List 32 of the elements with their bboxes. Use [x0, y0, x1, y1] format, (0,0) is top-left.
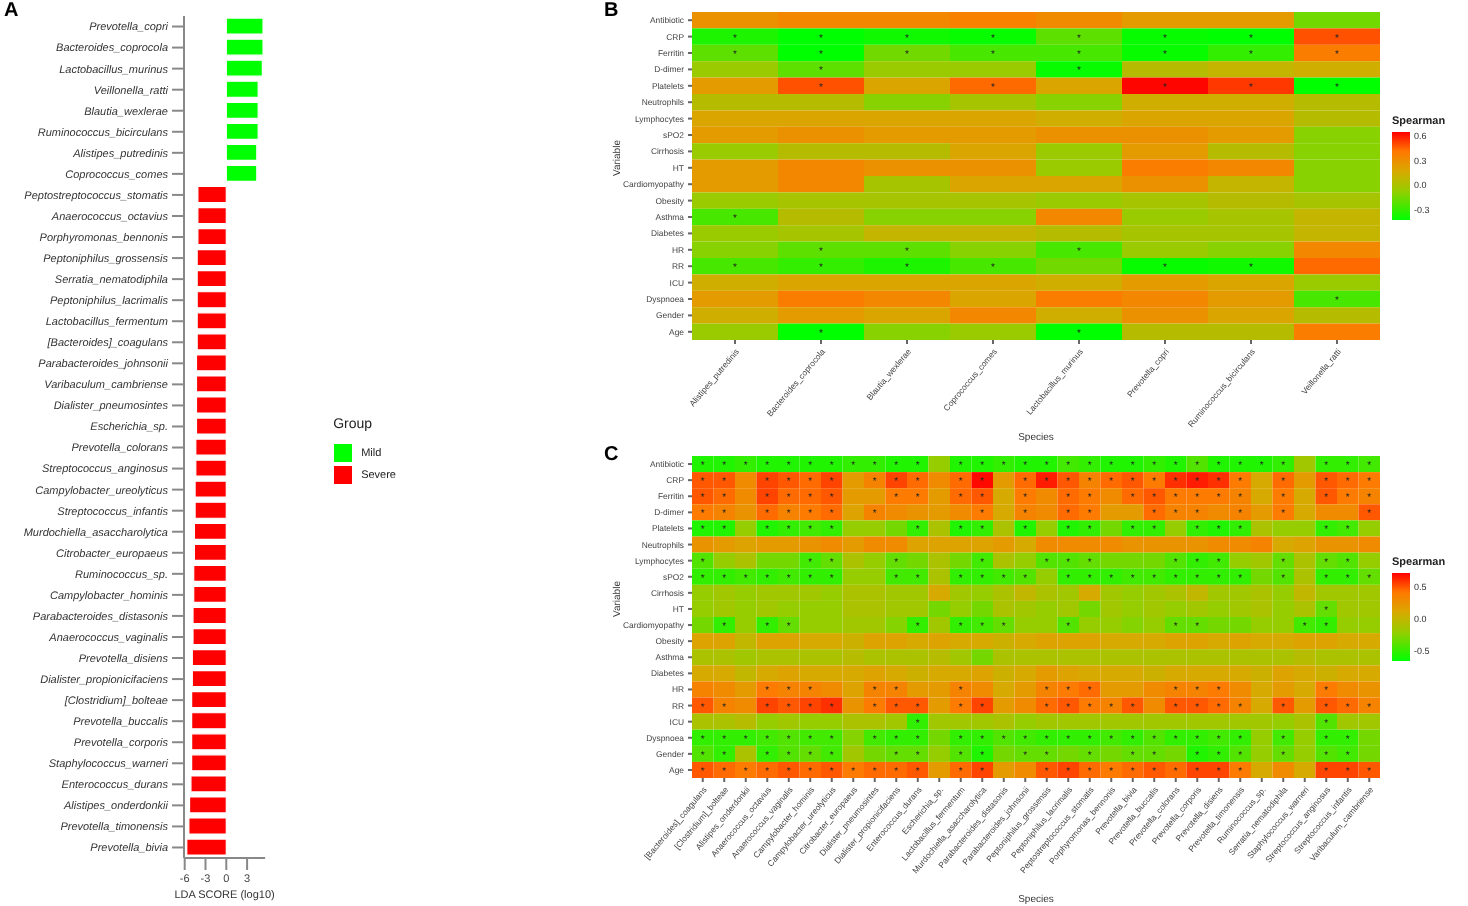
bar	[194, 501, 227, 519]
bar	[196, 291, 227, 309]
bar	[225, 80, 259, 98]
bar	[191, 670, 227, 688]
bar	[225, 17, 264, 35]
text: B	[604, 0, 619, 22]
text: A	[4, 0, 19, 22]
bar	[225, 59, 263, 77]
bar	[225, 164, 258, 183]
bar	[194, 480, 227, 498]
bar	[191, 733, 227, 751]
bar	[225, 122, 259, 140]
bar	[195, 459, 227, 477]
bar	[191, 649, 227, 667]
bar	[197, 185, 227, 204]
bar	[192, 606, 227, 625]
bar	[193, 522, 227, 540]
bar	[197, 228, 227, 246]
bar	[193, 564, 227, 583]
bar	[191, 712, 227, 730]
bar	[197, 206, 227, 225]
bar	[196, 312, 227, 330]
bar	[192, 627, 227, 646]
bar	[193, 543, 227, 561]
bar	[196, 270, 227, 288]
text: C	[604, 444, 619, 466]
bar	[191, 691, 227, 709]
bar	[196, 249, 227, 267]
bar	[193, 585, 227, 604]
bar	[225, 38, 264, 56]
bar	[225, 143, 258, 162]
bar	[225, 101, 259, 119]
